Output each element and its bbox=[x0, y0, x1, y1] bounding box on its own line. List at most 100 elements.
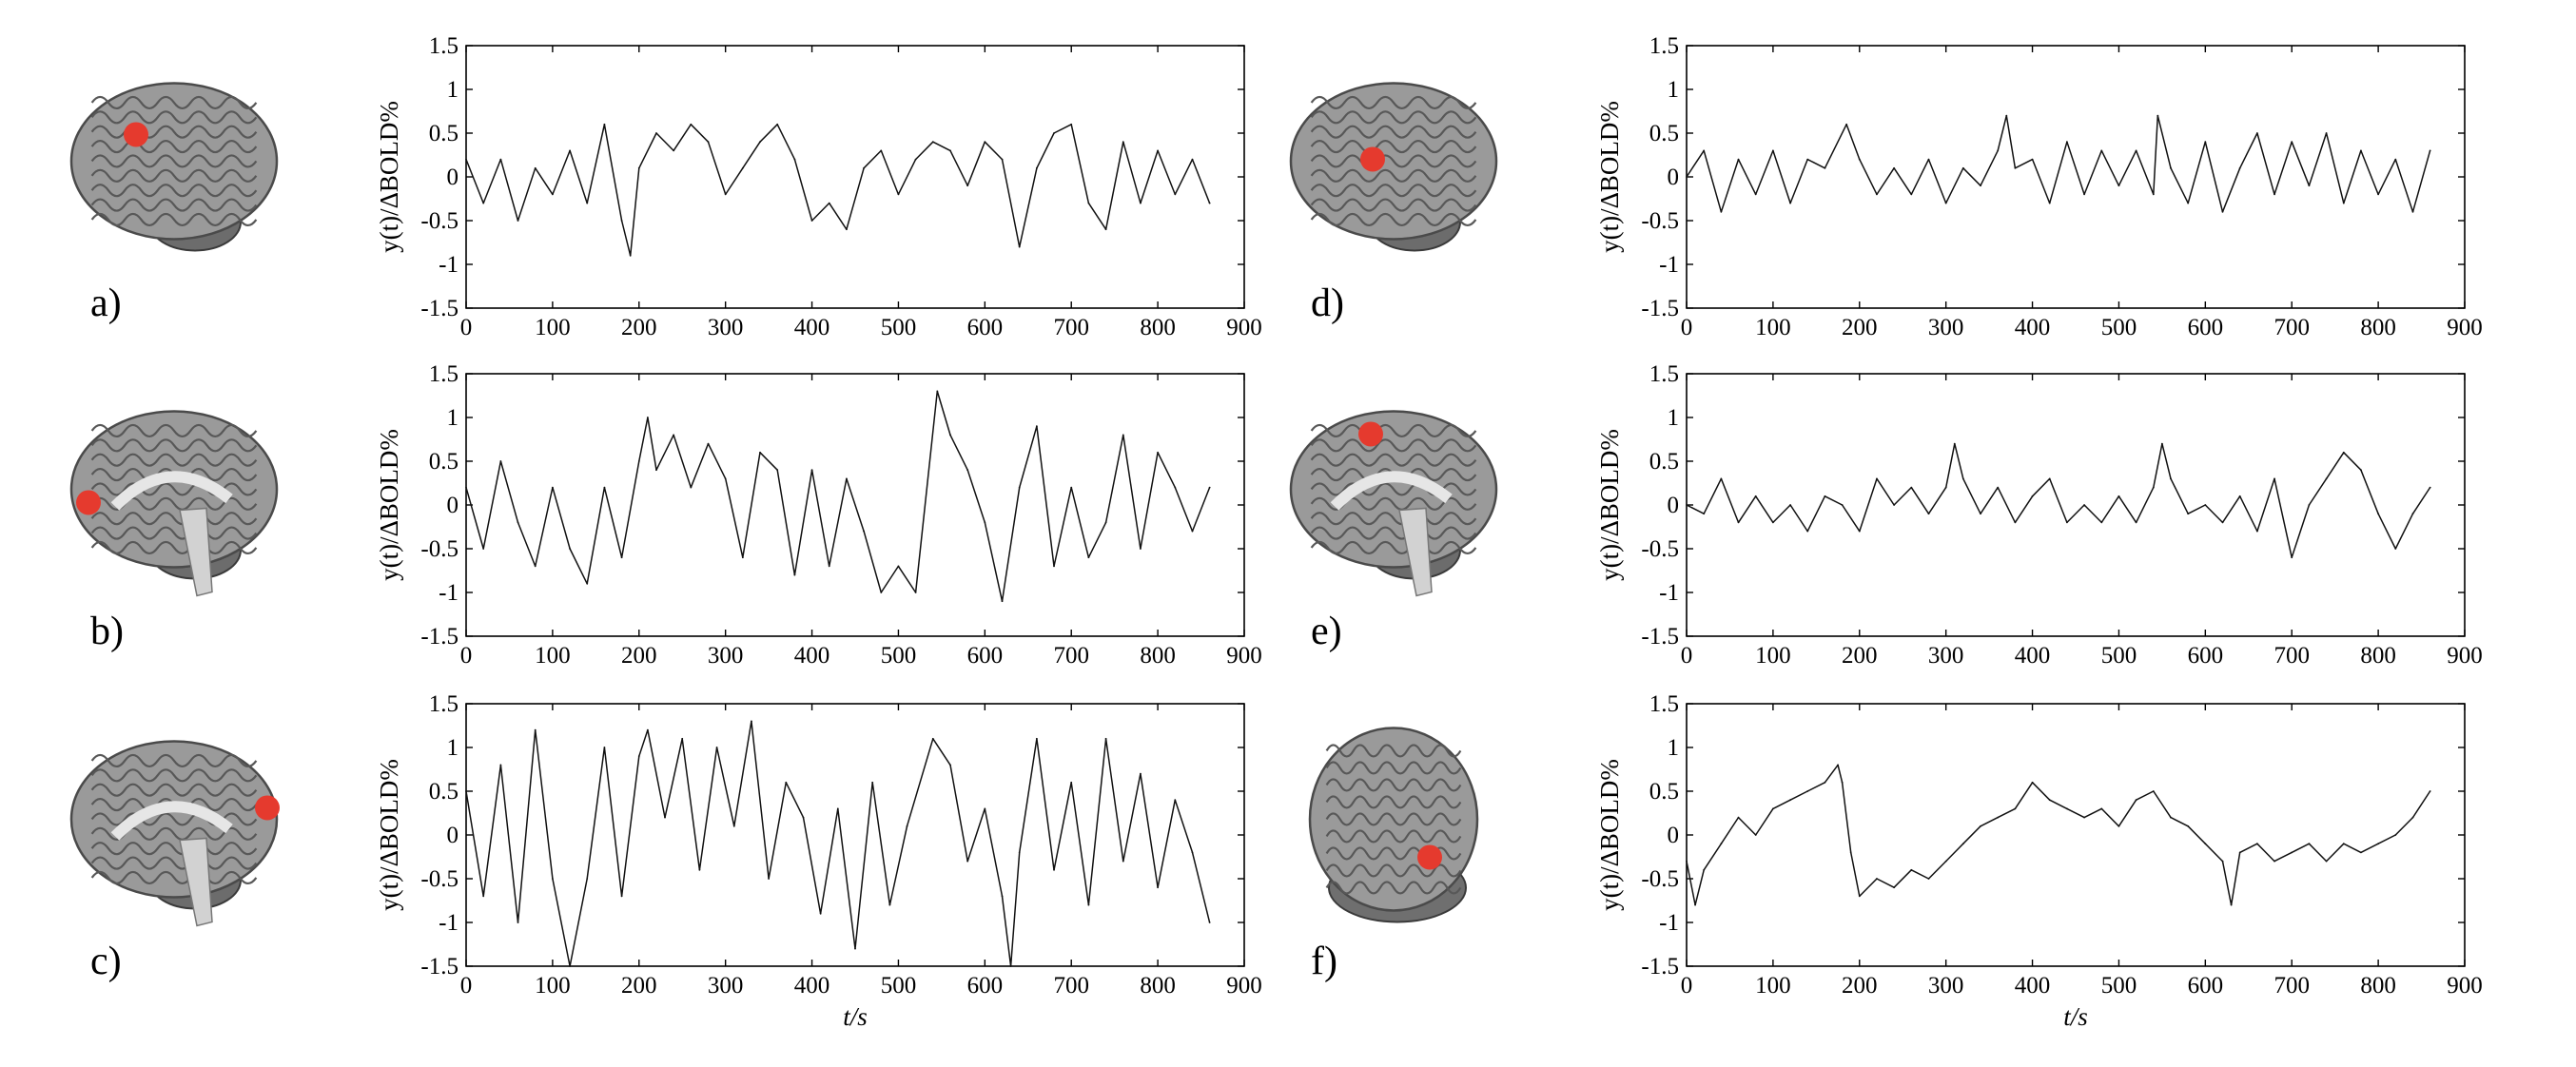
data-point bbox=[465, 158, 467, 161]
data-point bbox=[1009, 965, 1012, 967]
data-point bbox=[880, 149, 883, 152]
gyri-line bbox=[1325, 744, 1462, 758]
data-point bbox=[2152, 790, 2155, 792]
gyri-line bbox=[90, 110, 258, 125]
x-tick-label: 500 bbox=[2101, 315, 2137, 340]
x-tick-label: 300 bbox=[1928, 973, 1964, 999]
x-tick-label: 300 bbox=[1928, 643, 1964, 669]
data-point bbox=[1980, 824, 1981, 827]
x-tick-label: 500 bbox=[2101, 643, 2137, 669]
data-point bbox=[517, 922, 519, 923]
data-point bbox=[863, 166, 865, 169]
data-point bbox=[1980, 513, 1981, 515]
data-point bbox=[637, 166, 640, 169]
panel-f: f) 0 100 200 300 400 500 600 700 800 900 -1.5 -1 -0.5… bbox=[1308, 691, 2483, 1031]
data-point bbox=[1694, 903, 1696, 906]
y-tick-label: -0.5 bbox=[1641, 536, 1679, 562]
data-point bbox=[499, 460, 502, 462]
data-point bbox=[1174, 193, 1177, 196]
panel-label: e) bbox=[1311, 610, 1342, 653]
gyri-line bbox=[90, 453, 258, 467]
series-trace bbox=[465, 720, 1211, 967]
y-tick-label: 0.5 bbox=[1649, 449, 1679, 475]
panel-label: d) bbox=[1311, 281, 1344, 325]
data-point bbox=[534, 166, 537, 169]
plot-frame bbox=[465, 703, 1245, 967]
data-point bbox=[517, 521, 519, 524]
gyri-line bbox=[90, 438, 258, 453]
plot-frame bbox=[1686, 373, 2466, 637]
y-tick-label: -1.5 bbox=[1641, 954, 1679, 980]
series-trace bbox=[1686, 114, 2431, 213]
panel-label: a) bbox=[90, 281, 122, 325]
gyri-line bbox=[90, 540, 258, 555]
y-tick-label: -1 bbox=[1659, 252, 1679, 278]
data-point bbox=[1927, 878, 1930, 880]
y-tick-label: 1.5 bbox=[429, 691, 459, 717]
data-point bbox=[1018, 851, 1021, 854]
data-point bbox=[1122, 860, 1124, 863]
data-point bbox=[1841, 504, 1844, 506]
data-point bbox=[768, 878, 771, 880]
gyri-line bbox=[1310, 540, 1477, 555]
x-tick-label: 100 bbox=[535, 315, 571, 340]
x-tick-label: 600 bbox=[2188, 973, 2224, 999]
data-point bbox=[2005, 114, 2008, 117]
data-point bbox=[1122, 141, 1124, 144]
gyri-line bbox=[1310, 453, 1477, 467]
data-point bbox=[690, 123, 693, 126]
data-point bbox=[2377, 513, 2380, 515]
data-point bbox=[984, 807, 986, 810]
corpus-callosum bbox=[110, 801, 233, 841]
roi-marker bbox=[124, 122, 148, 147]
data-point bbox=[1961, 477, 1964, 480]
y-tick-label: 0 bbox=[1668, 165, 1680, 190]
data-point bbox=[2325, 132, 2328, 134]
x-tick-label: 100 bbox=[1755, 643, 1791, 669]
gyri-line bbox=[90, 842, 258, 856]
y-axis-label: y(t)/ΔBOLD% bbox=[1595, 759, 1624, 911]
roi-marker bbox=[1358, 421, 1383, 447]
data-point bbox=[1806, 158, 1809, 161]
data-point bbox=[2152, 486, 2155, 489]
y-axis-label: y(t)/ΔBOLD% bbox=[1595, 101, 1624, 253]
data-point bbox=[2014, 807, 2017, 810]
data-point bbox=[1737, 521, 1740, 524]
gyri-line bbox=[1325, 829, 1462, 844]
data-point bbox=[1849, 851, 1852, 854]
data-point bbox=[1001, 895, 1004, 898]
data-point bbox=[2135, 149, 2137, 152]
x-tick-label: 800 bbox=[1140, 643, 1176, 669]
y-tick-label: 0.5 bbox=[1649, 779, 1679, 805]
data-point bbox=[2187, 513, 2190, 515]
data-point bbox=[2221, 521, 2224, 524]
data-point bbox=[620, 556, 623, 559]
data-point bbox=[836, 807, 839, 810]
data-point bbox=[2255, 843, 2258, 845]
y-tick-label: 0 bbox=[447, 165, 459, 190]
data-point bbox=[741, 556, 744, 559]
plot-frame bbox=[1686, 45, 2466, 309]
data-point bbox=[2429, 790, 2431, 792]
data-point bbox=[2066, 521, 2068, 524]
data-point bbox=[569, 965, 571, 967]
data-point bbox=[1824, 166, 1826, 169]
data-point bbox=[2308, 504, 2311, 506]
y-tick-label: 0.5 bbox=[1649, 121, 1679, 146]
data-point bbox=[2411, 816, 2414, 819]
brainstem bbox=[179, 507, 213, 597]
x-tick-label: 900 bbox=[2447, 315, 2483, 340]
data-point bbox=[724, 193, 727, 196]
data-point bbox=[646, 417, 649, 418]
data-point bbox=[949, 434, 951, 436]
gyri-line bbox=[1325, 881, 1462, 895]
data-point bbox=[1893, 886, 1896, 889]
data-point bbox=[1140, 548, 1142, 550]
data-point bbox=[1087, 556, 1090, 559]
data-point bbox=[1035, 737, 1038, 740]
gyri-line bbox=[1310, 168, 1477, 183]
gyri-line bbox=[90, 482, 258, 496]
roi-marker bbox=[1417, 844, 1442, 870]
data-point bbox=[2377, 843, 2380, 845]
